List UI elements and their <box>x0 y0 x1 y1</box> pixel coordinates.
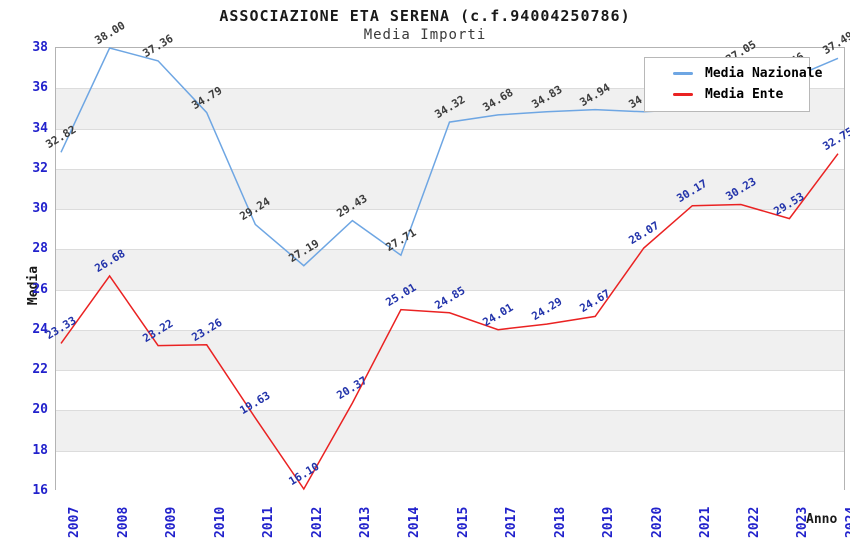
gridline <box>56 290 844 291</box>
x-tick-labels: 2007 2008 2009 2010 2011 2012 2013 2014 2015 2017… <box>55 492 850 550</box>
y-tick-label: 36 <box>32 80 48 96</box>
legend-label: Media Nazionale <box>705 66 823 81</box>
y-tick-label: 28 <box>32 241 48 257</box>
x-tick-label: 2008 <box>115 506 131 538</box>
y-tick-label: 38 <box>32 40 48 55</box>
plot-band <box>56 249 844 290</box>
x-axis-title: Anno <box>806 512 838 527</box>
x-tick-label: 2007 <box>67 506 82 538</box>
chart-title: ASSOCIAZIONE ETA SERENA (c.f.94004250786… <box>219 7 631 25</box>
series-line-media-ente <box>60 153 839 491</box>
x-tick-label: 2014 <box>406 506 422 538</box>
legend-item-media-ente: Media Ente <box>645 84 809 105</box>
y-tick-label: 32 <box>32 160 48 176</box>
legend-item-media-nazionale: Media Nazionale <box>645 63 822 84</box>
x-tick-label: 2009 <box>164 506 180 538</box>
y-tick-label: 26 <box>32 281 48 297</box>
x-tick-label: 2011 <box>261 506 277 538</box>
x-tick-label: 2012 <box>309 506 325 538</box>
gridline <box>56 129 844 130</box>
x-tick-label: 2013 <box>358 506 374 538</box>
y-tick-label: 16 <box>32 483 48 498</box>
plot-band <box>56 289 844 330</box>
plot-area: 32.82 38.00 37.36 34.79 29.24 27.19 29.43 27.71… <box>32 19 850 498</box>
plot-band <box>56 168 844 210</box>
x-tick-label: 2022 <box>746 506 762 538</box>
x-tick-label: 2019 <box>601 506 617 538</box>
y-tick-label: 18 <box>32 442 48 458</box>
plot-band <box>56 128 844 169</box>
gridline <box>56 330 844 331</box>
legend-label: Media Ente <box>705 87 784 102</box>
plot-band <box>56 329 844 371</box>
gridline <box>56 410 844 411</box>
plot-band <box>56 410 844 451</box>
x-tick-label: 2017 <box>504 506 520 538</box>
plot-band <box>56 370 844 411</box>
x-tick-label: 2015 <box>455 506 471 538</box>
gridline <box>56 88 844 89</box>
y-tick-label: 22 <box>32 362 48 378</box>
y-tick-label: 34 <box>32 120 48 136</box>
gridline <box>56 451 844 452</box>
gridline <box>56 209 844 210</box>
series-lines <box>60 47 839 491</box>
plot-band <box>56 450 844 491</box>
chart-subtitle: Media Importi <box>363 27 487 43</box>
gridline <box>56 169 844 170</box>
legend-line-blue-icon <box>673 72 693 75</box>
x-tick-label: 2024 <box>844 506 850 538</box>
x-tick-label: 2018 <box>552 506 568 538</box>
x-tick-label: 2010 <box>212 506 228 538</box>
y-tick-label: 24 <box>32 321 48 337</box>
x-tick-label: 2020 <box>649 506 665 538</box>
y-tick-label: 30 <box>32 201 48 217</box>
gridline <box>56 370 844 371</box>
legend: Media Nazionale Media Ente <box>644 57 822 112</box>
legend-line-red-icon <box>673 93 693 96</box>
plot-band <box>56 209 844 250</box>
y-tick-label: 20 <box>32 402 48 418</box>
x-tick-label: 2021 <box>698 506 714 538</box>
gridline <box>56 249 844 250</box>
